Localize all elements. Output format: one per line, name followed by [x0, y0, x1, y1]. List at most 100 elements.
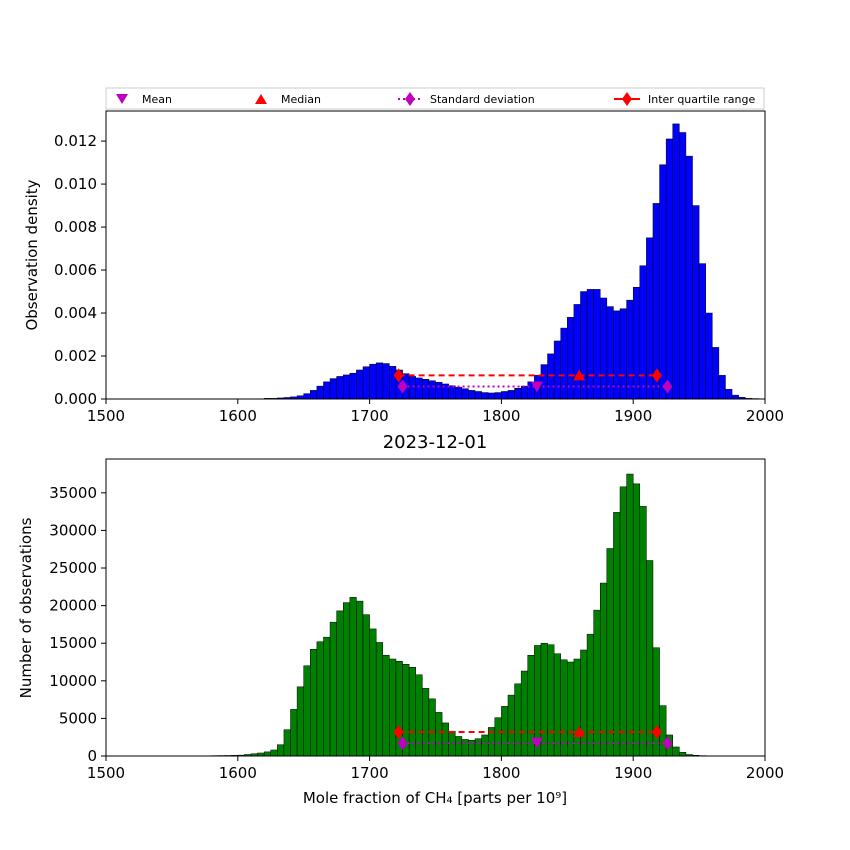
histogram-bar	[639, 265, 647, 400]
histogram-bar	[659, 164, 667, 400]
histogram-bar	[501, 391, 509, 400]
y-tick-label: 0.012	[54, 132, 97, 150]
histogram-bar	[408, 667, 416, 757]
histogram-bar	[679, 751, 687, 757]
histogram-bar	[705, 312, 713, 400]
histogram-bar	[323, 381, 331, 400]
legend-mean-label: Mean	[142, 93, 172, 106]
histogram-bar	[375, 642, 384, 757]
histogram-bar	[336, 376, 344, 400]
histogram-bar	[342, 602, 351, 757]
x-tick-label: 1900	[614, 764, 652, 782]
density-histogram: 1500 1600 1700 1800 1900 2000 0.000 0.002 0.004 0…	[54, 110, 784, 425]
histogram-bar	[626, 299, 634, 400]
histogram-bar	[639, 506, 647, 757]
std-endpoint-marker	[662, 379, 673, 394]
legend-std-label: Standard deviation	[430, 93, 535, 106]
iqr-endpoint-marker	[651, 724, 662, 739]
legend-mean-marker	[116, 94, 128, 104]
histogram-bar	[435, 712, 443, 757]
histogram-bar	[461, 739, 469, 757]
y-tick-label: 0.008	[54, 218, 97, 236]
histogram-bar	[468, 390, 476, 400]
histogram-bar	[369, 628, 377, 757]
histogram-bar	[389, 366, 397, 400]
y-tick-label: 25000	[49, 559, 97, 577]
y-tick-label: 0.002	[54, 347, 97, 365]
histogram-bar	[573, 658, 581, 757]
histogram-bar	[665, 138, 673, 400]
plot-frame	[105, 458, 766, 757]
histogram-bar	[310, 648, 318, 757]
histogram-bar	[356, 600, 364, 757]
histogram-bar	[474, 391, 482, 400]
histogram-bar	[455, 386, 463, 400]
y-tick-label: 15000	[49, 634, 97, 652]
histogram-bar	[369, 363, 377, 400]
histogram-bar	[329, 621, 337, 757]
histogram-bar	[712, 347, 720, 400]
std-endpoint-marker	[397, 379, 408, 394]
histogram-bar	[494, 392, 502, 400]
histogram-bar	[263, 751, 272, 757]
histogram-bar	[520, 385, 529, 400]
histogram-bar	[303, 393, 311, 400]
histogram-bar	[586, 289, 594, 400]
histogram-bar	[408, 376, 416, 400]
x-tick-label: 2000	[746, 407, 784, 425]
legend-iqr-label: Inter quartile range	[648, 93, 755, 106]
histogram-bar	[652, 647, 660, 757]
legend-median-label: Median	[281, 93, 321, 106]
histogram-bar	[349, 597, 357, 757]
histogram-bar	[375, 362, 384, 400]
x-tick-label: 1600	[219, 407, 257, 425]
histogram-bar	[441, 722, 449, 757]
histogram-bar	[593, 289, 601, 400]
histogram-bar	[494, 717, 502, 757]
histogram-bar	[507, 390, 515, 400]
histogram-bar	[606, 548, 614, 757]
histogram-bar	[481, 392, 489, 400]
histogram-bar	[613, 512, 621, 757]
histogram-bar	[389, 658, 397, 757]
histogram-bar	[698, 263, 706, 400]
histogram-bar	[415, 377, 423, 400]
legend-frame	[105, 87, 765, 110]
y-tick-label: 30000	[49, 521, 97, 539]
histogram-bar	[547, 353, 555, 400]
x-tick-label: 1600	[219, 764, 257, 782]
histogram-bar	[731, 394, 739, 400]
histogram-bar	[514, 388, 522, 400]
histogram-bar	[382, 654, 390, 757]
histogram-bar	[435, 381, 443, 400]
histogram-bar	[329, 378, 337, 400]
legend-iqr-marker	[622, 92, 632, 106]
x-tick-label: 1900	[614, 407, 652, 425]
y-tick-label: 20000	[49, 597, 97, 615]
histogram-bar	[277, 744, 285, 757]
histogram-bar	[362, 614, 370, 757]
y-tick-label: 0	[87, 747, 97, 765]
histogram-bar	[567, 661, 575, 757]
histogram-bar	[718, 375, 726, 400]
histogram-bar	[356, 369, 364, 400]
histogram-bar	[349, 372, 357, 400]
y-tick-label: 0.010	[54, 175, 97, 193]
y-tick-label: 35000	[49, 484, 97, 502]
histogram-bar	[646, 560, 654, 757]
x-tick-label: 2000	[746, 764, 784, 782]
histogram-bar	[296, 686, 304, 757]
histogram-bar	[316, 385, 324, 400]
histogram-bar	[619, 308, 627, 400]
count-histogram: 1500 1600 1700 1800 1900 20000500010000150002…	[49, 458, 784, 782]
histogram-bar	[316, 641, 324, 757]
histogram-bar	[672, 746, 680, 757]
y-tick-label: 0.000	[54, 390, 97, 408]
histogram-bar	[600, 582, 608, 757]
histogram-bar	[342, 374, 351, 400]
x-tick-label: 1800	[482, 407, 520, 425]
histogram-bar	[600, 297, 608, 400]
histogram-bar	[553, 340, 561, 400]
histogram-bar	[725, 389, 733, 400]
histogram-bar	[310, 390, 318, 400]
